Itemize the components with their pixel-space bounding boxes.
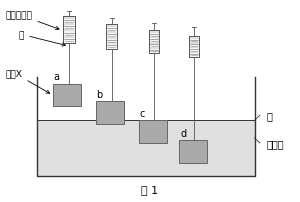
Text: 水: 水 — [266, 110, 272, 120]
Bar — [95, 102, 124, 125]
Text: 水そう: 水そう — [266, 139, 284, 149]
Text: 図 1: 図 1 — [141, 184, 159, 194]
Bar — [53, 84, 81, 107]
Bar — [179, 140, 207, 163]
Bar — [149, 31, 159, 54]
Text: ばねばかり: ばねばかり — [6, 11, 59, 31]
Bar — [190, 37, 199, 58]
Text: 物体X: 物体X — [6, 69, 50, 94]
Bar — [106, 25, 117, 50]
Text: b: b — [96, 90, 103, 100]
Text: a: a — [54, 72, 60, 82]
Text: d: d — [180, 128, 187, 138]
Bar — [37, 121, 254, 176]
Text: 糸: 糸 — [19, 31, 65, 47]
Bar — [139, 121, 167, 143]
Bar — [63, 17, 75, 44]
Text: c: c — [140, 108, 145, 118]
